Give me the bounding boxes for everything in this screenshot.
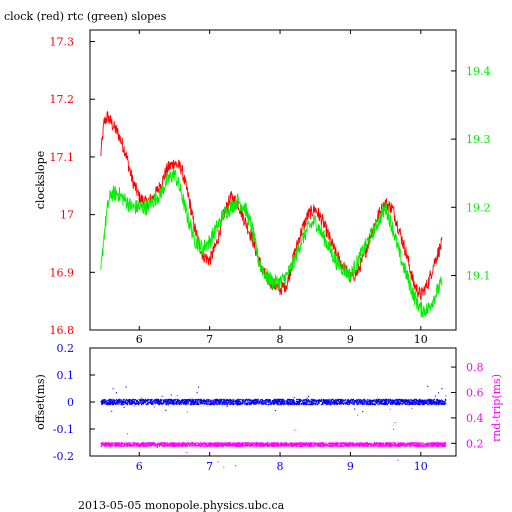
y2-tick-label: 0.4 xyxy=(466,412,484,425)
y-tick-label: 16.9 xyxy=(50,266,75,279)
y-tick-label: 17 xyxy=(60,209,74,222)
offset-plot: 6 7 8 9 10 -0.2 -0.1 0 0.1 0.2 0.2 0.4 0.6 0.8 offset… xyxy=(34,342,503,473)
x-tick-label: 6 xyxy=(136,460,143,473)
slope-axes: 6 7 8 9 10 16.8 16.9 17 17.1 17.2 17.3 19.1 19.2 19.3… xyxy=(50,30,491,346)
x-tick-label: 10 xyxy=(414,460,428,473)
slope-y-axis-label: clockslope xyxy=(34,151,47,209)
y2-tick-label: 19.1 xyxy=(466,269,491,282)
x-tick-label: 6 xyxy=(136,333,143,346)
x-tick-label: 8 xyxy=(277,333,284,346)
offset-y-axis-label: offset(ms) xyxy=(34,374,47,430)
series-line-rtc xyxy=(100,167,443,318)
x-tick-label: 8 xyxy=(277,460,284,473)
y2-tick-label: 0.6 xyxy=(466,386,484,399)
rndtrip-y-axis-label: rnd-trip(ms) xyxy=(490,374,503,442)
x-tick-label: 9 xyxy=(347,333,354,346)
chart-title: clock (red) rtc (green) slopes xyxy=(4,10,167,23)
footer-caption: 2013-05-05 monopole.physics.ubc.ca xyxy=(78,499,285,512)
x-tick-label: 10 xyxy=(414,333,428,346)
series-line-clock xyxy=(100,110,443,301)
y2-tick-label: 0.8 xyxy=(466,361,484,374)
y2-tick-label: 19.2 xyxy=(466,201,491,214)
slope-plot: 6 7 8 9 10 16.8 16.9 17 17.1 17.2 17.3 19.1 19.2 19.3… xyxy=(34,29,491,346)
y-tick-label: 17.1 xyxy=(50,151,75,164)
y-tick-label: 17.2 xyxy=(50,93,75,106)
x-tick-label: 9 xyxy=(347,460,354,473)
y-tick-label: 16.8 xyxy=(50,324,75,337)
y-tick-label: 17.3 xyxy=(50,36,75,49)
y-tick-label: 0 xyxy=(67,396,74,409)
y2-tick-label: 19.4 xyxy=(466,65,491,78)
y2-tick-label: 19.3 xyxy=(466,133,491,146)
offset-axes: 6 7 8 9 10 -0.2 -0.1 0 0.1 0.2 0.2 0.4 0.6 0.8 xyxy=(53,342,484,473)
y-tick-label: -0.2 xyxy=(53,450,74,463)
offset-series-group xyxy=(100,385,447,468)
y2-tick-label: 0.2 xyxy=(466,437,484,450)
slope-plot-frame xyxy=(89,29,457,331)
slope-series-group xyxy=(100,110,443,318)
y-tick-label: 0.2 xyxy=(57,342,75,355)
x-tick-label: 7 xyxy=(206,460,213,473)
series-points-rnd-trip xyxy=(100,394,447,468)
x-tick-label: 7 xyxy=(206,333,213,346)
series-points-offset xyxy=(100,385,447,413)
y-tick-label: -0.1 xyxy=(53,423,74,436)
y-tick-label: 0.1 xyxy=(57,369,75,382)
